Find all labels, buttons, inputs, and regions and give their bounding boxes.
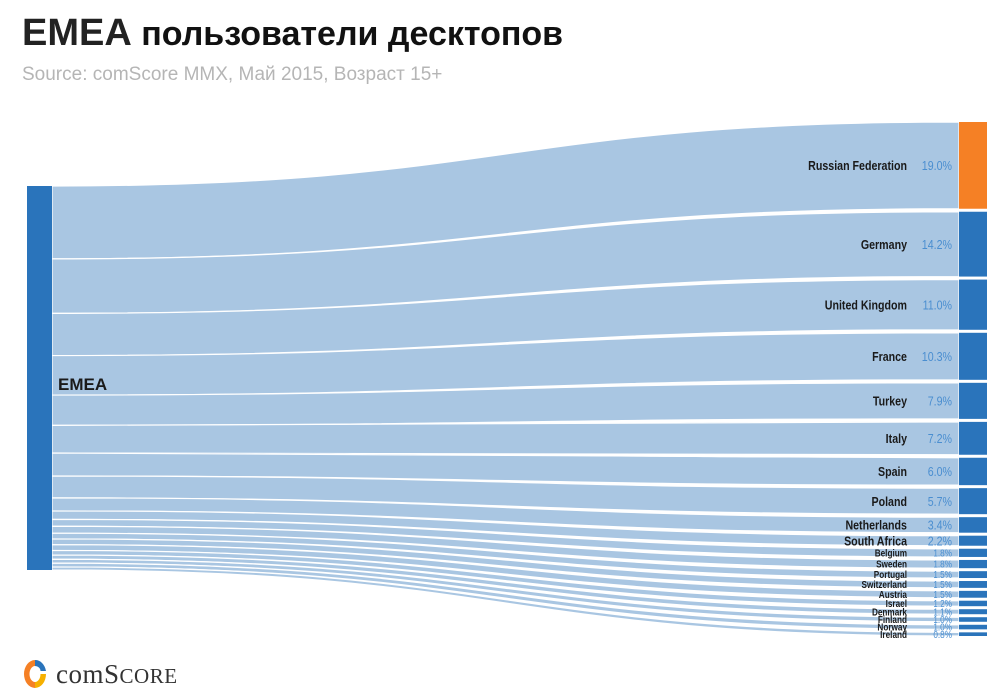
flow-israel [51, 549, 960, 607]
comscore-logo-icon [24, 659, 46, 688]
label-germany: Germany [861, 237, 908, 252]
bar-belgium [959, 548, 987, 557]
value-finland: 1.0% [933, 614, 952, 625]
value-russian-federation: 19.0% [922, 158, 953, 173]
label-norway: Norway [877, 622, 907, 633]
label-poland: Poland [871, 494, 907, 509]
bar-south-africa [959, 535, 987, 546]
flow-italy [51, 421, 960, 456]
bar-netherlands [959, 517, 987, 533]
value-israel: 1.2% [933, 598, 952, 609]
value-ireland: 0.8% [933, 629, 952, 640]
value-switzerland: 1.5% [933, 579, 952, 590]
value-turkey: 7.9% [928, 394, 953, 409]
value-italy: 7.2% [928, 431, 953, 446]
bar-switzerland [959, 581, 987, 588]
value-germany: 14.2% [922, 237, 953, 252]
bar-finland [959, 617, 987, 622]
value-norway: 1.0% [933, 622, 952, 633]
label-turkey: Turkey [873, 394, 907, 409]
label-denmark: Denmark [872, 607, 908, 618]
label-spain: Spain [878, 464, 907, 479]
value-netherlands: 3.4% [928, 518, 953, 533]
label-russian-federation: Russian Federation [808, 158, 907, 173]
bar-israel [959, 600, 987, 607]
label-south-africa: South Africa [844, 533, 907, 548]
target-labels: Russian Federation 19.0% Germany 14.2% Unite… [808, 158, 952, 640]
value-spain: 6.0% [928, 464, 953, 479]
comscore-logo: comSCORE [22, 656, 178, 692]
target-bars [959, 122, 987, 636]
bar-turkey [959, 382, 987, 419]
label-italy: Italy [886, 431, 908, 446]
label-united-kingdom: United Kingdom [825, 297, 907, 312]
label-belgium: Belgium [875, 548, 907, 559]
bar-italy [959, 421, 987, 455]
bar-sweden [959, 559, 987, 569]
label-france: France [872, 349, 907, 364]
value-france: 10.3% [922, 349, 953, 364]
bar-france [959, 332, 987, 380]
bar-spain [959, 457, 987, 486]
bar-germany [959, 211, 987, 277]
label-austria: Austria [879, 589, 908, 600]
source-label: EMEA [58, 375, 107, 394]
bar-austria [959, 590, 987, 598]
value-austria: 1.5% [933, 589, 952, 600]
page-title: EMEA пользователи десктопов [22, 12, 563, 55]
bar-norway [959, 624, 987, 630]
flow-denmark [51, 554, 960, 615]
title-rest: пользователи десктопов [141, 15, 564, 53]
label-ireland: Ireland [880, 629, 907, 640]
source-bar [27, 186, 52, 570]
flows [51, 121, 960, 637]
page-subtitle: Source: comScore MMX, Май 2015, Возраст … [22, 64, 443, 85]
value-denmark: 1.1% [933, 607, 952, 618]
flow-norway [51, 562, 960, 630]
label-netherlands: Netherlands [845, 518, 907, 533]
value-south-africa: 2.2% [928, 533, 953, 548]
value-united-kingdom: 11.0% [923, 297, 953, 312]
bar-poland [959, 488, 987, 515]
bar-denmark [959, 609, 987, 615]
label-sweden: Sweden [876, 559, 907, 570]
value-belgium: 1.8% [933, 548, 952, 559]
flow-poland [51, 475, 960, 515]
label-switzerland: Switzerland [862, 579, 907, 590]
value-sweden: 1.8% [933, 559, 952, 570]
title-main: EMEA [22, 12, 132, 54]
label-israel: Israel [886, 598, 907, 609]
flow-spain [51, 452, 960, 486]
label-finland: Finland [878, 614, 907, 625]
value-poland: 5.7% [928, 494, 953, 509]
bar-portugal [959, 571, 987, 579]
bar-ireland [959, 632, 987, 636]
bar-russian-federation [959, 122, 987, 209]
bar-united-kingdom [959, 279, 987, 330]
comscore-wordmark: comSCORE [56, 658, 178, 689]
flow-portugal [51, 532, 960, 579]
value-portugal: 1.5% [933, 569, 952, 580]
label-portugal: Portugal [874, 569, 907, 580]
